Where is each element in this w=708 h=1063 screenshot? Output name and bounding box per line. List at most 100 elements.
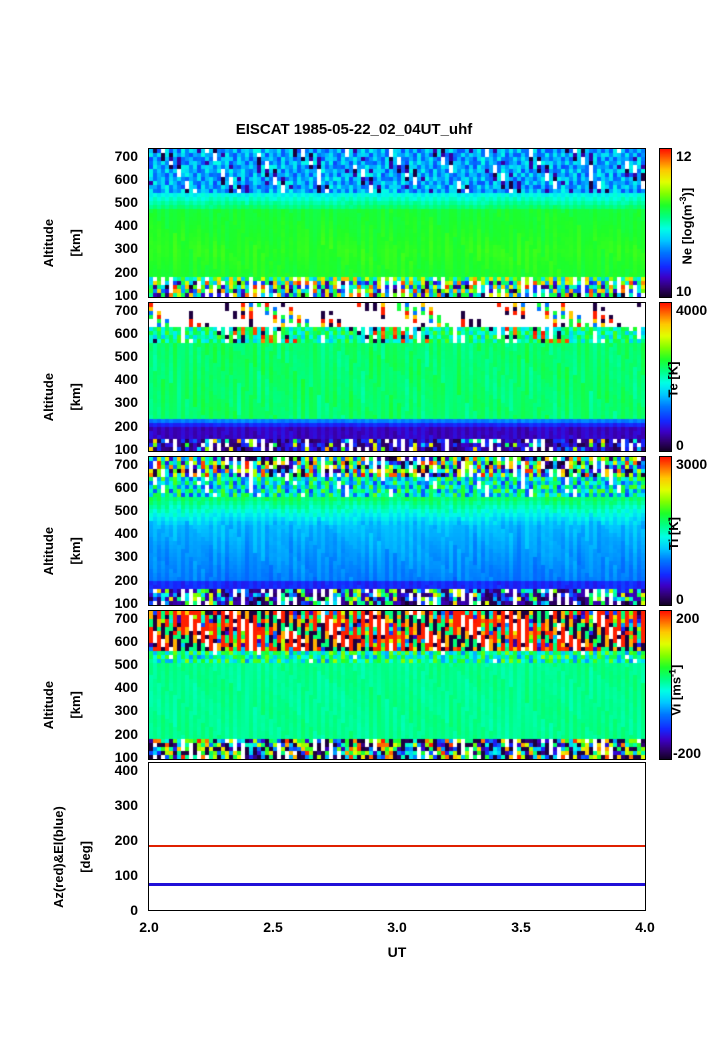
y-tick-major-right (645, 379, 646, 380)
y-tick-major (148, 805, 149, 806)
colorbar-max-vi: 200 (676, 610, 700, 626)
x-tick-minor-top (496, 148, 497, 149)
y-tick-major-right (645, 580, 646, 581)
colorbar-max-te: 4000 (676, 302, 708, 318)
x-tick-major-bottom (149, 605, 150, 606)
y-tick-minor-right (645, 188, 646, 189)
page-title: EISCAT 1985-05-22_02_04UT_uhf (235, 121, 473, 138)
x-tick-minor-bottom (422, 910, 423, 911)
y-tick-minor-right (645, 211, 646, 212)
x-tick-major-bottom (273, 759, 274, 760)
x-tick-minor-top (422, 148, 423, 149)
y-tick-minor (148, 151, 149, 152)
x-tick-major-bottom (273, 910, 274, 911)
y-tick-minor (148, 239, 149, 240)
y-tick-major (148, 156, 149, 157)
panel-vi (148, 610, 646, 760)
y-tick-minor-right (645, 896, 646, 897)
y-tick-minor-right (645, 324, 646, 325)
x-tick-major-top (149, 456, 150, 457)
heatmap-ne (149, 149, 645, 297)
el-line (149, 882, 645, 886)
y-tick-label: 400 (114, 679, 138, 696)
y-tick-minor (148, 407, 149, 408)
y-tick-major (148, 510, 149, 511)
x-tick-minor-bottom (372, 451, 373, 452)
y-tick-label: 100 (114, 286, 138, 303)
y-tick-minor (148, 896, 149, 897)
x-tick-minor-top (199, 302, 200, 303)
x-tick-minor-bottom (298, 910, 299, 911)
x-tick-minor-bottom (223, 759, 224, 760)
x-tick-major-bottom (149, 759, 150, 760)
y-tick-minor-right (645, 305, 646, 306)
colorbar-title-vi-end: ] (668, 664, 684, 669)
x-tick-minor-top (372, 456, 373, 457)
y-tick-minor (148, 738, 149, 739)
y-tick-minor-right (645, 370, 646, 371)
y-tick-minor (148, 244, 149, 245)
x-tick-minor-bottom (174, 297, 175, 298)
y-tick-minor-right (645, 384, 646, 385)
x-tick-minor-top (174, 148, 175, 149)
x-tick-major-bottom (397, 759, 398, 760)
x-tick-minor-top (447, 302, 448, 303)
y-tick-minor (148, 515, 149, 516)
y-tick-minor (148, 230, 149, 231)
y-tick-minor (148, 361, 149, 362)
y-tick-major (148, 840, 149, 841)
x-tick-minor-bottom (223, 605, 224, 606)
x-tick-minor-top (546, 610, 547, 611)
x-tick-major-bottom (521, 605, 522, 606)
y-tick-minor-right (645, 627, 646, 628)
x-tick-minor-top (595, 610, 596, 611)
y-tick-minor-right (645, 903, 646, 904)
x-tick-minor-bottom (595, 759, 596, 760)
x-tick-minor-bottom (347, 451, 348, 452)
heatmap-te (149, 303, 645, 451)
y-tick-major (148, 272, 149, 273)
x-tick-minor-top (199, 148, 200, 149)
y-tick-minor (148, 365, 149, 366)
y-tick-minor (148, 216, 149, 217)
y-tick-minor (148, 650, 149, 651)
y-tick-label: 400 (114, 371, 138, 388)
y-tick-minor (148, 529, 149, 530)
x-tick-minor-bottom (471, 451, 472, 452)
y-tick-minor-right (645, 216, 646, 217)
x-tick-minor-top (422, 456, 423, 457)
y-tick-major (148, 310, 149, 311)
x-tick-minor-bottom (347, 910, 348, 911)
colorbar-title-te-text: Te [K] (665, 361, 681, 398)
x-tick-minor-top (347, 610, 348, 611)
y-tick-major-right (645, 603, 646, 604)
colorbar-min-te: 0 (676, 437, 684, 453)
y-tick-minor-right (645, 743, 646, 744)
x-tick-minor-bottom (199, 759, 200, 760)
x-tick-minor-bottom (372, 297, 373, 298)
y-tick-minor (148, 706, 149, 707)
y-tick-minor (148, 623, 149, 624)
y-tick-major (148, 333, 149, 334)
y-tick-minor-right (645, 347, 646, 348)
y-tick-minor-right (645, 496, 646, 497)
x-tick-minor-top (323, 148, 324, 149)
y-tick-major (148, 295, 149, 296)
y-tick-minor (148, 342, 149, 343)
y-tick-major-right (645, 556, 646, 557)
y-tick-major-right (645, 664, 646, 665)
y-tick-minor-right (645, 230, 646, 231)
x-tick-minor-bottom (422, 605, 423, 606)
x-tick-minor-bottom (447, 451, 448, 452)
y-tick-minor-right (645, 847, 646, 848)
y-tick-minor (148, 285, 149, 286)
y-tick-minor (148, 798, 149, 799)
y-tick-minor (148, 724, 149, 725)
x-tick-major-bottom (149, 297, 150, 298)
x-tick-minor-top (496, 302, 497, 303)
x-tick-minor-top (372, 302, 373, 303)
x-tick-minor-top (471, 302, 472, 303)
x-tick-major-bottom (273, 605, 274, 606)
y-tick-minor-right (645, 506, 646, 507)
